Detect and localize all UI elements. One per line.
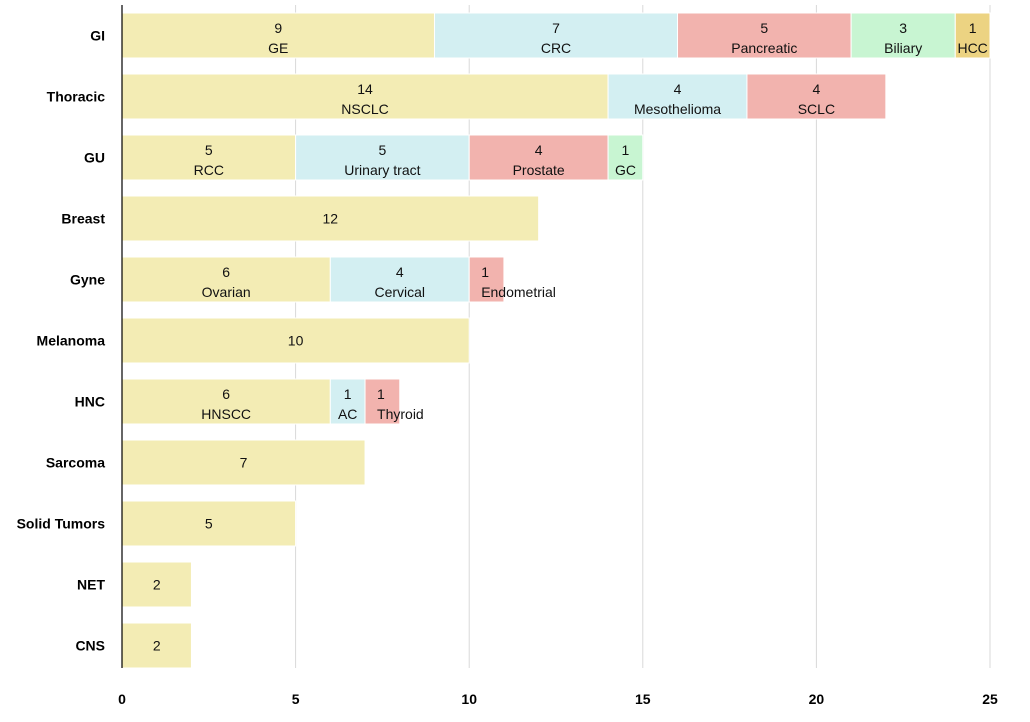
bar-segment-solid-tumors-0 [121,500,297,547]
data-label-value: 4 [674,81,682,97]
category-label-melanoma: Melanoma [37,333,106,349]
category-label-thoracic: Thoracic [47,89,106,105]
data-label-value: 1 [969,20,977,36]
bar-segment-gu-gc [607,134,644,181]
bar-segment-melanoma-0 [121,317,470,364]
category-label-breast: Breast [61,211,105,227]
category-label-solid-tumors: Solid Tumors [17,516,106,532]
category-label-cns: CNS [75,638,105,654]
data-label-value: 6 [222,386,230,402]
data-label-value: 2 [153,577,161,593]
bars-layer: 9GE7CRC5Pancreatic3Biliary1HCC14NSCLC4Me… [121,12,991,669]
category-label-sarcoma: Sarcoma [46,455,105,471]
x-tick-label: 0 [118,691,126,707]
bar-segment-hnc-thyroid [364,378,401,425]
data-label-name: CRC [541,40,571,56]
data-label-value: 1 [344,386,352,402]
data-label-value: 7 [552,20,560,36]
bar-segment-gi-hcc [954,12,991,59]
category-label-hnc: HNC [75,394,105,410]
bar-segment-thoracic-mesothelioma [607,73,748,120]
x-tick-label: 25 [982,691,998,707]
data-label-name: Mesothelioma [634,101,721,117]
data-label-name: AC [338,406,357,422]
bar-segment-thoracic-sclc [746,73,887,120]
category-labels: GI Thoracic GU Breast Gyne Melanoma HNC Sarcoma… [17,28,106,654]
bar-segment-gi-biliary [850,12,956,59]
x-tick-label: 15 [635,691,651,707]
category-label-gu: GU [84,150,105,166]
bar-segment-gyne-endometrial [468,256,505,303]
data-label-value: 2 [153,638,161,654]
bar-segment-gyne-cervical [329,256,470,303]
data-label-value: 1 [377,386,385,402]
x-tick-label: 10 [461,691,477,707]
data-label-name: Thyroid [377,406,424,422]
data-label-value: 14 [357,81,373,97]
data-label-name: RCC [194,162,224,178]
data-label-name: Prostate [513,162,565,178]
x-axis: 0 5 10 15 20 25 [118,5,998,707]
data-label-value: 5 [205,516,213,532]
data-label-value: 9 [274,20,282,36]
data-label-name: HNSCC [201,406,251,422]
x-tick-label: 5 [292,691,300,707]
data-label-name: NSCLC [341,101,388,117]
data-label-name: HCC [957,40,987,56]
bar-segment-cns-0 [121,622,192,669]
bar-segment-gu-prostate [468,134,609,181]
bar-segment-thoracic-nsclc [121,73,609,120]
category-label-gyne: Gyne [70,272,105,288]
data-label-name: Biliary [884,40,922,56]
data-label-value: 4 [396,264,404,280]
data-label-value: 5 [760,20,768,36]
bar-segment-gu-rcc [121,134,297,181]
data-label-name: Pancreatic [731,40,797,56]
data-label-value: 5 [205,142,213,158]
data-label-value: 1 [481,264,489,280]
data-label-name: GC [615,162,636,178]
category-label-net: NET [77,577,105,593]
data-label-value: 4 [813,81,821,97]
data-label-name: Cervical [374,284,425,300]
data-label-value: 7 [240,455,248,471]
data-label-value: 12 [323,211,339,227]
data-label-value: 5 [379,142,387,158]
category-label-gi: GI [90,28,105,44]
data-label-name: Urinary tract [344,162,420,178]
bar-segment-hnc-ac [329,378,366,425]
bar-segment-net-0 [121,561,192,608]
bar-segment-gi-crc [433,12,679,59]
data-label-value: 4 [535,142,543,158]
data-label-name: SCLC [798,101,835,117]
data-label-name: Ovarian [202,284,251,300]
data-label-value: 6 [222,264,230,280]
x-tick-label: 20 [809,691,825,707]
data-label-value: 10 [288,333,304,349]
data-label-name: Endometrial [481,284,556,300]
data-label-name: GE [268,40,288,56]
data-label-value: 1 [622,142,630,158]
bar-segment-hnc-hnscc [121,378,331,425]
bar-segment-gi-ge [121,12,435,59]
bar-segment-gi-pancreatic [677,12,852,59]
data-label-value: 3 [899,20,907,36]
